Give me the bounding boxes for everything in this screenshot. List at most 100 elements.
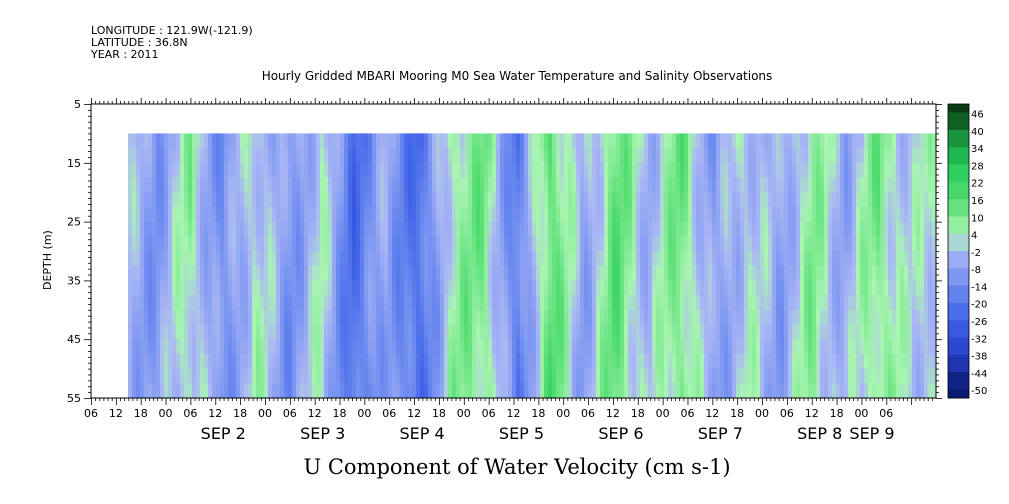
heat-cell [176,353,181,370]
heat-cell [680,324,685,340]
heat-cell [588,339,593,355]
heat-cell [788,265,793,281]
colorbar-swatch [948,121,969,131]
heat-cell [296,280,301,296]
heat-cell [332,280,337,296]
heat-cell [428,339,433,355]
heat-cell [624,353,629,370]
heat-cell [872,280,877,296]
colorbar-swatch [948,337,969,347]
heat-cell [220,368,225,384]
heat-cell [828,339,833,355]
heat-cell [292,221,297,237]
heat-cell [152,162,157,179]
heat-cell [164,236,169,252]
heat-cell [240,148,245,164]
heat-cell [664,353,669,370]
heat-cell [856,206,861,223]
heat-cell [568,295,573,311]
heat-cell [376,368,381,384]
heat-cell [292,280,297,296]
heat-cell [304,236,309,252]
heat-cell [556,280,561,296]
heat-cell [880,339,885,355]
heat-cell [368,339,373,355]
heat-cell [504,192,509,208]
heat-cell [836,148,841,164]
heat-cell [620,295,625,311]
heat-cell [884,177,889,193]
heat-cell [596,236,601,252]
heat-cell [592,280,597,296]
heat-cell [728,177,733,193]
heat-cell [676,353,681,370]
heat-cell [640,339,645,355]
heat-cell [164,368,169,384]
heat-cell [780,368,785,384]
heat-cell [144,192,149,208]
heat-cell [704,280,709,296]
heat-cell [464,192,469,208]
heat-cell [152,324,157,340]
heat-cell [308,295,313,311]
heat-cell [352,221,357,237]
heat-cell [628,221,633,237]
heat-cell [228,309,233,326]
heat-cell [228,148,233,164]
heat-cell [856,251,861,267]
heat-cell [920,339,925,355]
heat-cell [444,206,449,223]
heat-cell [356,206,361,223]
heat-cell [692,280,697,296]
x-day-label: SEP 4 [399,424,444,443]
heat-cell [608,192,613,208]
heat-cell [324,280,329,296]
heat-cell [420,324,425,340]
heat-cell [736,192,741,208]
heat-cell [816,236,821,252]
heat-cell [256,177,261,193]
heat-cell [644,368,649,384]
heat-cell [452,162,457,179]
heat-cell [572,236,577,252]
heat-cell [260,221,265,237]
heat-cell [300,251,305,267]
heat-cell [544,251,549,267]
heat-cell [244,236,249,252]
heat-cell [616,177,621,193]
heat-cell [896,383,901,398]
heatmap-field [128,133,936,398]
heat-cell [364,251,369,267]
heat-cell [484,133,489,149]
heat-cell [760,221,765,237]
heat-cell [716,221,721,237]
heat-cell [796,280,801,296]
heat-cell [412,251,417,267]
heat-cell [720,295,725,311]
heat-cell [200,383,205,398]
heat-cell [728,265,733,281]
heat-cell [264,148,269,164]
heat-cell [196,339,201,355]
heat-cell [748,236,753,252]
heat-cell [668,206,673,223]
colorbar-label: -26 [971,317,987,328]
heat-cell [384,177,389,193]
heat-cell [800,221,805,237]
heat-cell [284,206,289,223]
heat-cell [816,133,821,149]
heat-cell [312,280,317,296]
colorbar-label: 40 [971,127,984,138]
heat-cell [212,148,217,164]
heat-cell [736,221,741,237]
heat-cell [596,148,601,164]
heat-cell [200,221,205,237]
heat-cell [544,206,549,223]
heat-cell [128,309,133,326]
heat-cell [256,353,261,370]
heat-cell [692,265,697,281]
heat-cell [912,221,917,237]
heat-cell [564,280,569,296]
heat-cell [440,206,445,223]
heat-cell [696,177,701,193]
